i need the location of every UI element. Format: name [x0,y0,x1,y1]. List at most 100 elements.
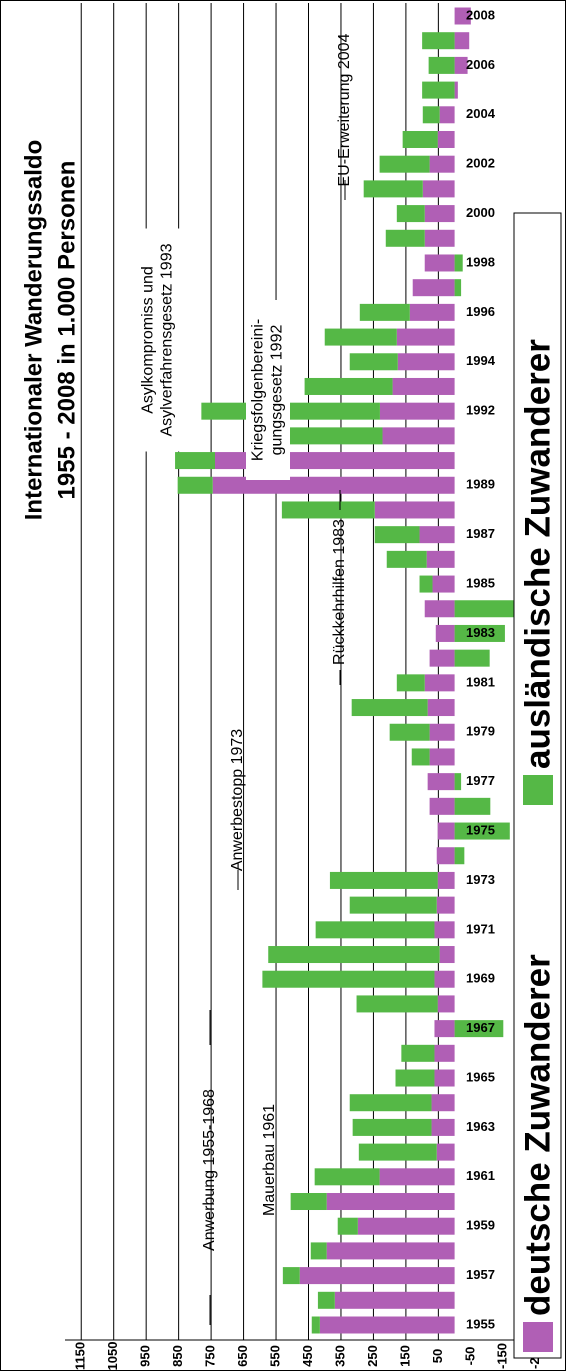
bar [454,279,462,297]
bar [326,1242,455,1260]
x-tick-label: 1957 [466,1267,495,1282]
bar [317,1291,335,1309]
legend-label: ausländische Zuwanderer [518,339,557,769]
annotation: Kriegsfolgenbereini- [250,319,267,461]
bar [395,1069,435,1087]
bar [454,797,491,815]
bar [436,1143,455,1161]
bar [389,723,430,741]
bar [426,550,455,568]
bar [454,822,510,840]
x-tick-label: 1973 [466,872,495,887]
bar [326,1193,455,1211]
annotation: Asylkompromiss und [140,266,157,414]
x-tick-label: 2008 [466,7,495,22]
bar [374,501,455,519]
x-tick-label: 2006 [466,57,495,72]
bar [212,476,455,494]
bar [334,1291,455,1309]
bar [397,353,455,371]
bar [201,402,380,420]
bar [434,1044,455,1062]
y-tick-label: 550 [267,1345,282,1367]
annotation: Anwerbestopp 1973 [229,729,246,871]
bar [396,328,455,346]
bar [351,699,428,717]
legend-swatch [523,1322,553,1352]
x-tick-label: 1981 [466,674,495,689]
bar [428,56,455,74]
bar [349,896,437,914]
y-tick-label: 850 [170,1345,185,1367]
y-tick-label: 1050 [105,1342,120,1371]
bar [434,1069,455,1087]
x-tick-label: 1985 [466,575,495,590]
x-tick-label: 1971 [466,921,495,936]
bar [429,797,455,815]
bar [324,328,397,346]
bar [402,130,438,148]
annotation-box [246,300,290,480]
y-tick-label: 950 [138,1345,153,1367]
x-tick-label: 2002 [466,156,495,171]
bar [422,180,455,198]
bar [437,995,455,1013]
bar [315,921,435,939]
bar [357,1217,455,1235]
bar [454,81,458,99]
bar [437,871,455,889]
bar [431,1118,455,1136]
x-tick-label: 1977 [466,773,495,788]
bar [177,476,213,494]
bar [422,106,440,124]
bar [419,575,433,593]
bar [392,377,455,395]
y-tick-label: -50 [462,1347,477,1366]
legend-label: deutsche Zuwanderer [518,954,557,1316]
bar [396,674,425,692]
x-tick-label: 1963 [466,1119,495,1134]
bar [424,254,455,272]
bar [436,847,455,865]
bar [358,1143,437,1161]
x-tick-label: 1955 [466,1316,495,1331]
x-tick-label: 1989 [466,477,495,492]
bar [379,1168,455,1186]
bar [329,871,438,889]
x-tick-label: 1975 [466,822,495,837]
bar [424,205,455,223]
x-tick-label: 1998 [466,254,495,269]
bar [419,526,455,544]
legend: deutsche Zuwanderer ausländische Zuwander… [518,339,557,1352]
bar [282,1267,300,1285]
y-tick-label: 50 [430,1349,445,1363]
bar [337,1217,358,1235]
bar [314,1168,380,1186]
bar [454,254,463,272]
bar [429,155,455,173]
bar [349,1094,432,1112]
x-tick-label: 1961 [466,1168,495,1183]
x-tick-label: 1996 [466,304,495,319]
bar [437,822,455,840]
bar [437,130,455,148]
bar [454,649,490,667]
y-tick-label: -150 [495,1343,510,1369]
legend-swatch [523,775,553,805]
bar [409,303,455,321]
x-tick-label: 1992 [466,403,495,418]
x-tick-label: 1994 [466,353,496,368]
bar [424,674,455,692]
bar [268,946,440,964]
bar [435,624,455,642]
bar [281,501,375,519]
bar [439,106,455,124]
bar [422,81,455,99]
bar [304,377,393,395]
bar [454,1020,504,1038]
y-tick-label: 1150 [73,1342,88,1370]
bar [386,550,427,568]
bar [434,970,455,988]
annotation: Asylverfahrensgesetz 1993 [159,243,176,436]
